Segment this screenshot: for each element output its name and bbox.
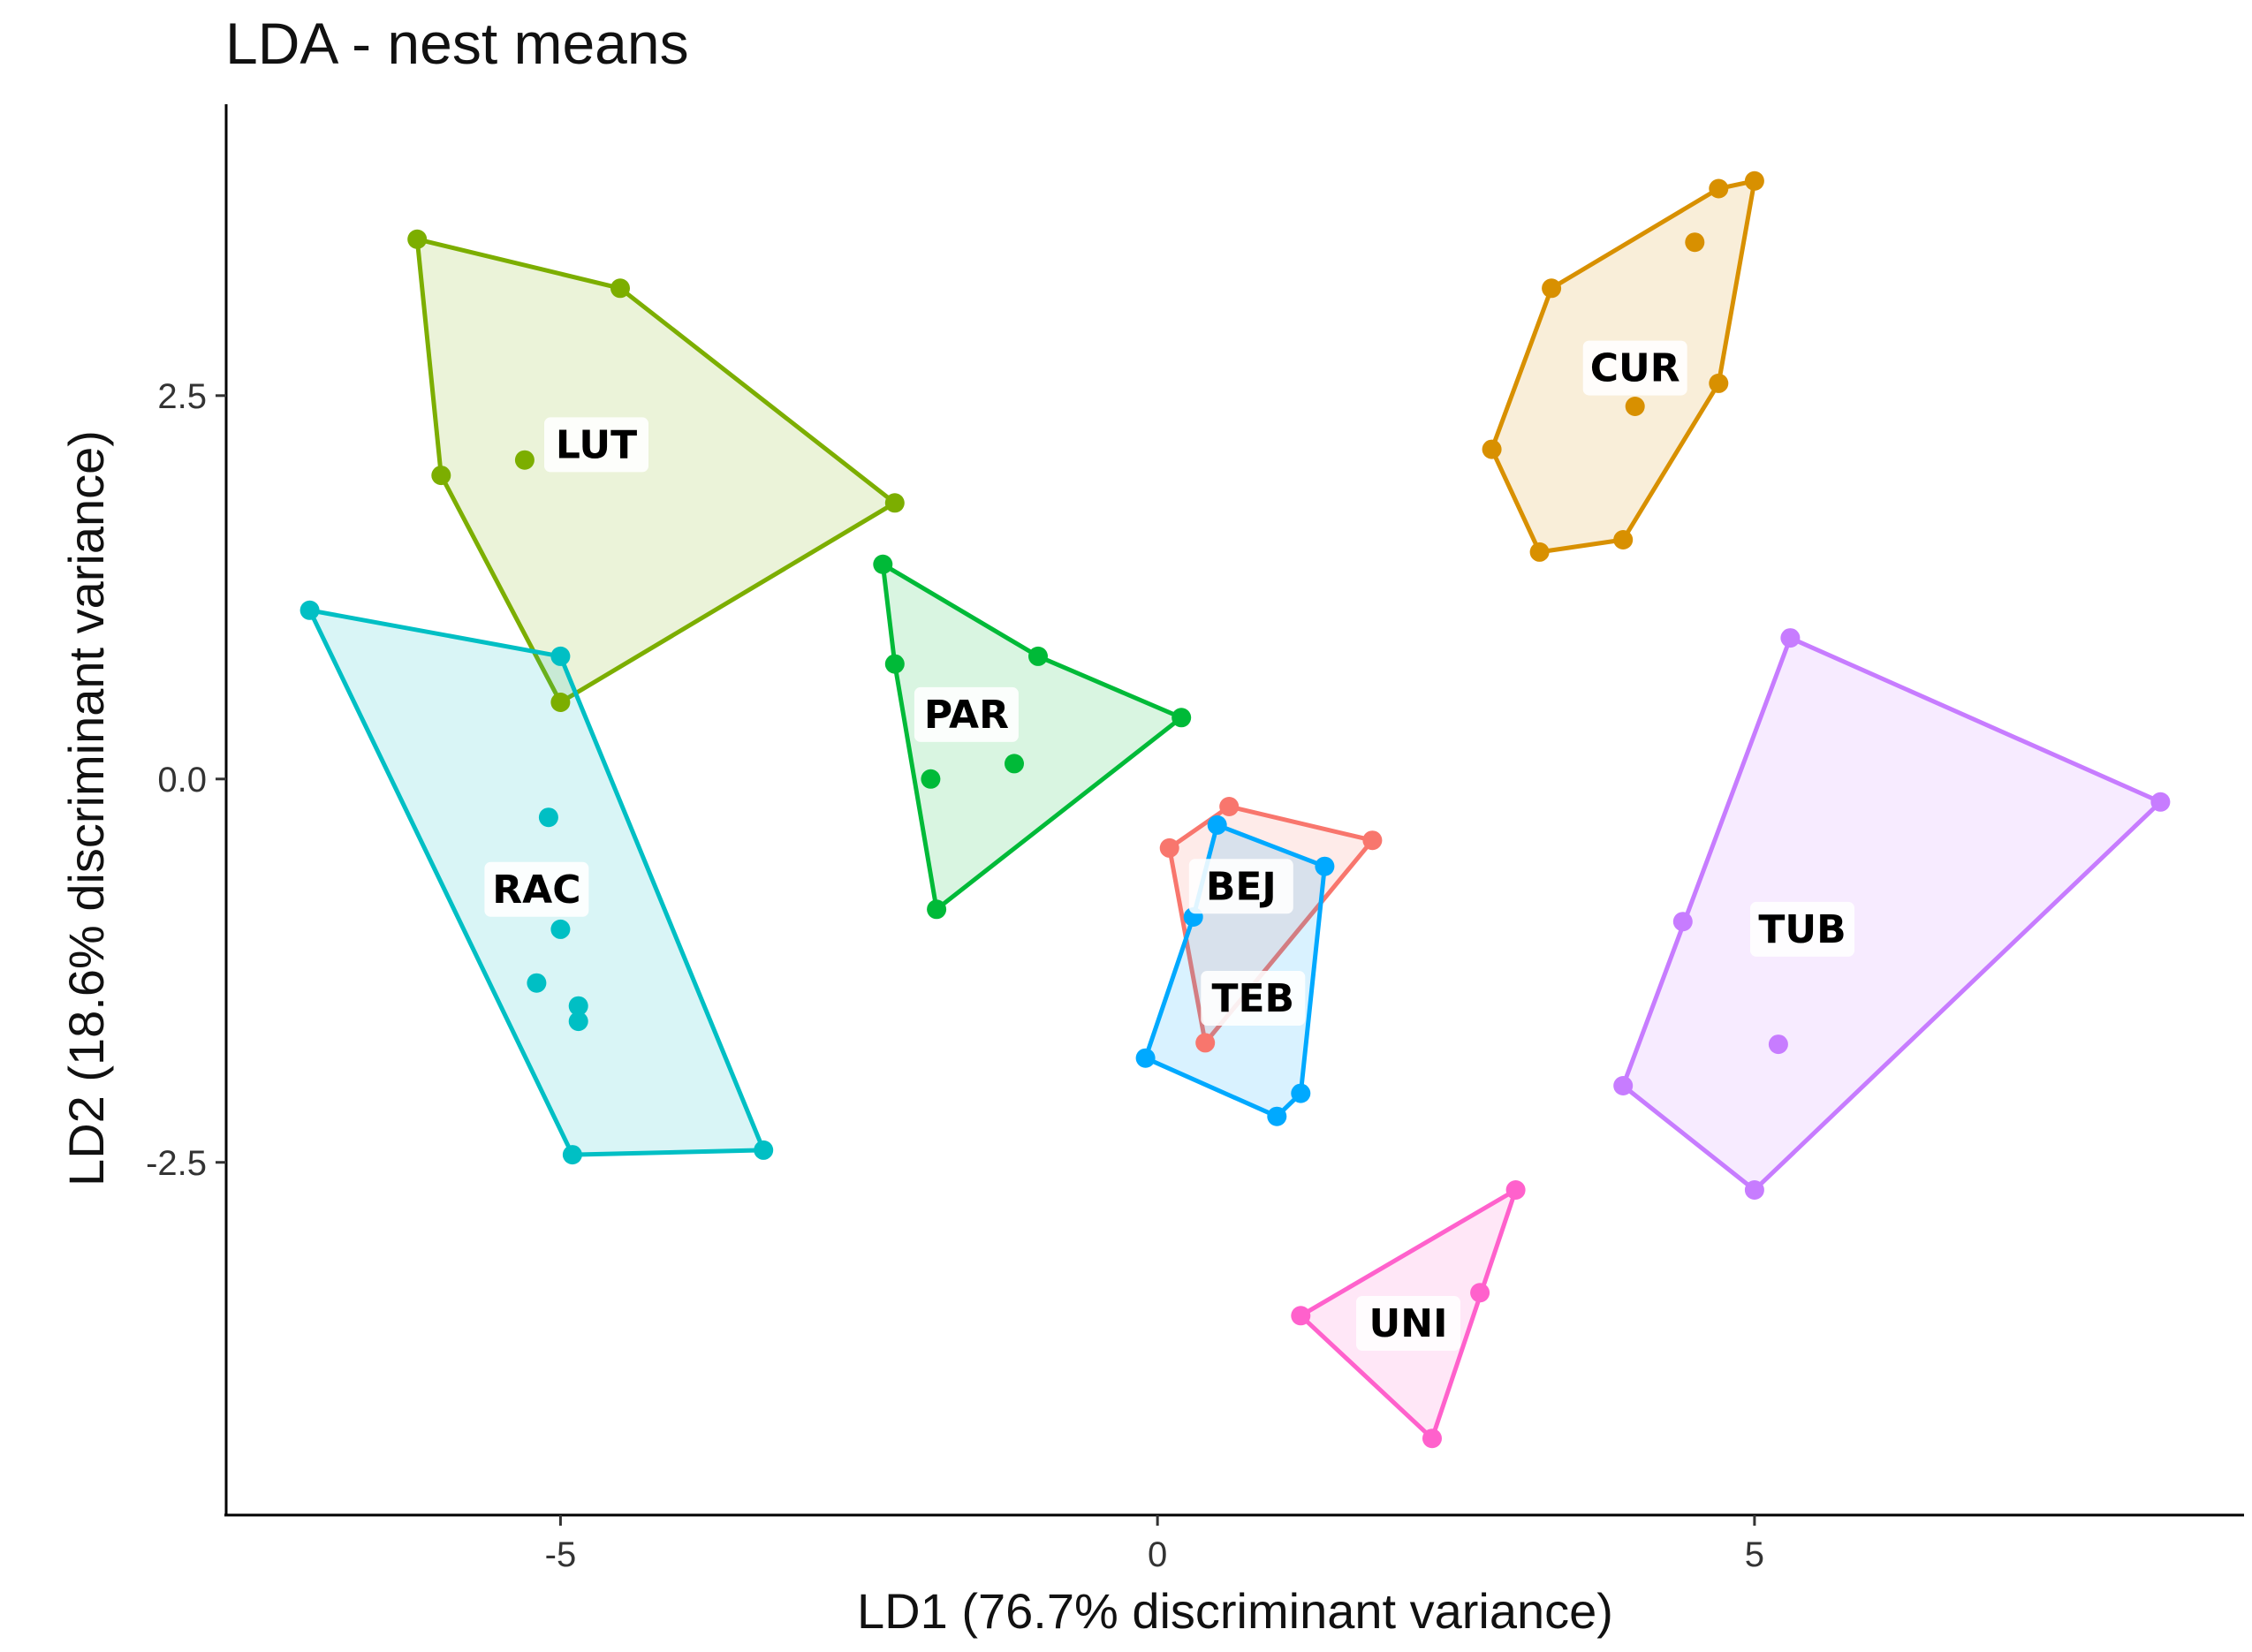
point-cur-1 (1709, 178, 1729, 199)
label-text-lut: LUT (556, 422, 637, 467)
label-box-bej (1188, 859, 1293, 914)
point-tub-0 (1780, 628, 1801, 648)
point-rac-5 (568, 996, 588, 1016)
point-par-0 (873, 554, 893, 574)
data-points (300, 171, 2171, 1449)
point-uni-2 (1291, 1306, 1311, 1326)
label-box-lut (544, 417, 648, 473)
point-cur-3 (1542, 278, 1562, 299)
group-label-par: PAR (914, 686, 1019, 742)
point-bej-3 (1195, 1033, 1216, 1053)
y-tick-label-2: -2.5 (146, 1144, 207, 1183)
point-par-4 (1005, 754, 1024, 774)
label-box-teb (1201, 971, 1306, 1026)
group-label-cur: CUR (1582, 340, 1687, 396)
group-label-uni: UNI (1356, 1296, 1460, 1351)
y-axis-title: LD2 (18.6% discriminant variance) (58, 430, 114, 1186)
hull-tub (1620, 635, 2163, 1193)
point-rac-8 (562, 1145, 582, 1165)
point-lut-4 (884, 493, 905, 513)
group-labels: BEJ CUR LUT PAR RAC TEB TUB UNI (484, 340, 1854, 1351)
label-text-par: PAR (924, 693, 1009, 738)
point-teb-5 (1267, 1106, 1287, 1126)
point-uni-3 (1422, 1428, 1442, 1449)
label-box-rac (484, 861, 589, 917)
label-box-tub (1750, 901, 1854, 957)
point-par-2 (1028, 646, 1048, 666)
point-rac-3 (550, 919, 571, 939)
x-tick-label-0: -5 (545, 1535, 577, 1574)
point-tub-1 (2150, 792, 2171, 812)
label-text-teb: TEB (1211, 976, 1294, 1021)
group-label-rac: RAC (484, 861, 589, 917)
chart-title: LDA - nest means (225, 11, 689, 76)
point-tub-2 (1672, 912, 1693, 932)
point-uni-1 (1470, 1283, 1490, 1303)
point-bej-1 (1362, 830, 1383, 851)
label-box-cur (1582, 340, 1687, 396)
label-box-uni (1356, 1296, 1460, 1351)
point-lut-3 (431, 466, 451, 486)
point-cur-2 (1685, 232, 1705, 253)
point-rac-7 (754, 1140, 774, 1160)
group-label-tub: TUB (1750, 901, 1854, 957)
point-cur-5 (1625, 397, 1645, 416)
group-label-bej: BEJ (1188, 859, 1293, 914)
point-cur-6 (1482, 439, 1502, 459)
label-text-tub: TUB (1758, 907, 1846, 952)
x-axis-title: LD1 (76.7% discriminant variance) (857, 1583, 1613, 1639)
point-lut-2 (514, 450, 535, 470)
point-par-1 (884, 654, 905, 674)
point-rac-6 (568, 1012, 588, 1032)
hull-par (880, 562, 1184, 912)
group-label-teb: TEB (1201, 971, 1306, 1026)
label-box-par (914, 686, 1019, 742)
point-cur-4 (1709, 373, 1729, 393)
x-tick-label-1: 0 (1148, 1535, 1167, 1574)
label-text-uni: UNI (1369, 1301, 1448, 1346)
point-tub-3 (1768, 1034, 1788, 1055)
point-lut-0 (407, 229, 428, 249)
label-text-rac: RAC (492, 868, 580, 913)
y-tick-label-1: 0.0 (157, 761, 207, 799)
point-par-5 (921, 769, 941, 789)
point-rac-1 (550, 646, 571, 666)
point-cur-0 (1744, 171, 1764, 191)
point-rac-2 (538, 807, 558, 828)
y-tick-label-0: 2.5 (157, 377, 207, 416)
y-axis-ticks: 2.5 0.0 -2.5 (146, 377, 226, 1183)
point-teb-4 (1291, 1083, 1311, 1103)
point-teb-0 (1207, 815, 1227, 835)
point-rac-4 (527, 973, 547, 993)
point-tub-4 (1613, 1076, 1634, 1095)
hull-lut (414, 237, 898, 705)
point-tub-5 (1744, 1180, 1764, 1200)
point-uni-0 (1505, 1180, 1526, 1200)
point-lut-1 (610, 278, 630, 299)
point-bej-2 (1159, 837, 1179, 858)
point-cur-8 (1613, 530, 1634, 549)
label-text-cur: CUR (1590, 346, 1680, 391)
point-cur-7 (1529, 542, 1550, 562)
point-bej-0 (1219, 797, 1240, 816)
point-par-6 (927, 899, 947, 920)
point-par-3 (1171, 708, 1192, 728)
label-text-bej: BEJ (1206, 864, 1277, 909)
group-label-lut: LUT (544, 417, 648, 473)
point-rac-0 (300, 600, 320, 620)
point-teb-3 (1135, 1048, 1156, 1068)
x-axis-ticks: -5 0 5 (545, 1515, 1764, 1574)
point-teb-1 (1315, 856, 1335, 876)
point-lut-5 (550, 693, 571, 712)
x-tick-label-2: 5 (1745, 1535, 1764, 1574)
